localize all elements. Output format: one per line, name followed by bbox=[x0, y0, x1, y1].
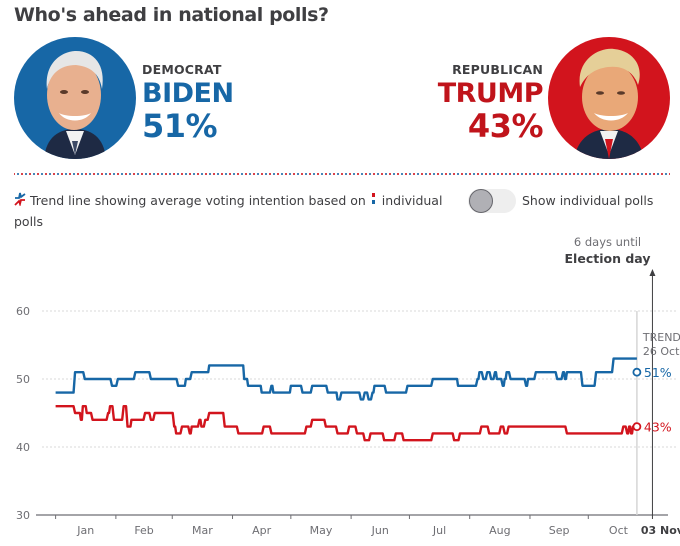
x-tick-label: Jan bbox=[76, 524, 94, 537]
x-tick-label: Apr bbox=[252, 524, 272, 537]
page-title: Who's ahead in national polls? bbox=[14, 4, 329, 26]
election-day-tick-label: 03 Nov bbox=[641, 524, 680, 537]
individual-poll-dots-icon bbox=[370, 192, 378, 212]
trend-annotation-label: TREND bbox=[642, 331, 680, 344]
x-tick-label: Aug bbox=[489, 524, 510, 537]
x-tick-label: Mar bbox=[192, 524, 213, 537]
republican-percent: 43% bbox=[467, 107, 544, 145]
chart-legend: Trend line showing average voting intent… bbox=[14, 191, 444, 232]
y-tick-label: 30 bbox=[16, 509, 30, 522]
legend-text-before: Trend line showing average voting intent… bbox=[29, 193, 366, 208]
y-axis: 30 40 50 60 bbox=[16, 305, 30, 522]
series-end-label-trump: 43% bbox=[644, 420, 672, 435]
x-tick-label: Jul bbox=[432, 524, 446, 537]
trend-annotation-date: 26 Oct bbox=[643, 345, 680, 358]
x-axis: Jan Feb Mar Apr May Jun Jul Aug Sep Oct 03 Nov bbox=[36, 514, 680, 537]
series-end-marker-biden bbox=[632, 367, 642, 377]
biden-photo-icon bbox=[44, 51, 106, 159]
trump-photo-icon bbox=[574, 48, 644, 159]
show-polls-label[interactable]: Show individual polls bbox=[522, 193, 654, 208]
trend-line-icon bbox=[14, 192, 26, 212]
republican-summary: REPUBLICAN TRUMP 43% bbox=[437, 62, 544, 145]
democrat-summary: DEMOCRAT BIDEN 51% bbox=[142, 62, 234, 143]
countdown-days: 6 days until bbox=[573, 235, 642, 249]
y-tick-label: 60 bbox=[16, 305, 30, 318]
x-tick-label: Jun bbox=[371, 524, 389, 537]
x-tick-label: May bbox=[310, 524, 333, 537]
republican-party-label: REPUBLICAN bbox=[452, 62, 543, 77]
series-end-marker-trump bbox=[632, 422, 642, 432]
x-tick-label: Oct bbox=[609, 524, 629, 537]
democrat-percent: 51% bbox=[142, 107, 218, 145]
series-lines: 51% 43% bbox=[55, 357, 672, 442]
election-day-arrow-icon bbox=[649, 269, 656, 276]
series-line-biden bbox=[55, 357, 637, 401]
democrat-party-label: DEMOCRAT bbox=[142, 62, 222, 77]
show-polls-toggle[interactable] bbox=[468, 189, 516, 213]
republican-candidate-name: TRUMP bbox=[437, 78, 544, 109]
chart-grid bbox=[42, 310, 677, 448]
series-line-trump bbox=[55, 405, 637, 442]
democrat-candidate-name: BIDEN bbox=[142, 78, 234, 109]
toggle-knob[interactable] bbox=[469, 189, 493, 213]
election-countdown: 6 days until Election day bbox=[560, 235, 655, 266]
y-tick-label: 50 bbox=[16, 373, 30, 386]
countdown-label: Election day bbox=[564, 251, 651, 266]
biden-portrait bbox=[14, 37, 136, 159]
x-tick-label: Feb bbox=[134, 524, 153, 537]
y-tick-label: 40 bbox=[16, 441, 30, 454]
dotted-divider bbox=[14, 173, 670, 175]
legend-text-after: individual polls bbox=[14, 193, 443, 229]
series-end-label-biden: 51% bbox=[644, 365, 672, 380]
x-tick-label: Sep bbox=[549, 524, 570, 537]
trump-portrait bbox=[548, 37, 670, 159]
